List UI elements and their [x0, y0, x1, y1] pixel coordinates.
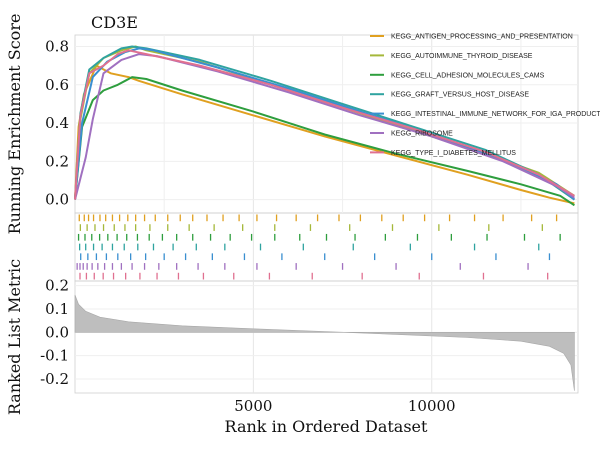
legend-label: KEGG_INTESTINAL_IMMUNE_NETWORK_FOR_IGA_P…: [391, 111, 600, 118]
enrichment-lines-layer: [74, 45, 576, 207]
enrichment-panel-frame: [74, 34, 579, 214]
hit-row: [77, 233, 561, 241]
hit-row: [79, 272, 549, 280]
legend-label: KEGG_RIBOSOME: [391, 131, 453, 138]
legend-label: KEGG_AUTOIMMUNE_THYROID_DISEASE: [391, 53, 533, 60]
enrichment-y-tick-label: 0.4: [45, 114, 69, 132]
chart-title: CD3E: [91, 13, 138, 32]
legend-label: KEGG_ANTIGEN_PROCESSING_AND_PRESENTATION: [391, 34, 573, 41]
hit-row: [76, 263, 529, 270]
legend-label: KEGG_TYPE_I_DIABETES_MELLITUS: [391, 150, 516, 157]
x-axis-label: Rank in Ordered Dataset: [225, 417, 428, 436]
x-tick-label: 10000: [408, 397, 456, 415]
hit-row: [78, 214, 558, 222]
hit-panel-frame: [74, 212, 579, 282]
hit-marks-layer: [76, 214, 561, 280]
enrichment-y-tick-label: 0.2: [45, 152, 69, 170]
ranked-y-tick-label: -0.1: [40, 347, 69, 365]
enrichment-line: [74, 76, 575, 207]
ranked-y-tick-label: 0.2: [45, 277, 69, 295]
enrichment-y-axis-label: Running Enrichment Score: [5, 14, 24, 235]
ranked-metric-area: [74, 294, 575, 391]
enrichment-line: [74, 45, 575, 201]
tick-labels-layer: 0.0 0.2 0.4 0.6 0.8 0.2 0.1 0.0 -0.1 -0.2 5000 1000…: [40, 37, 456, 415]
hit-row: [80, 253, 551, 261]
hit-row: [79, 224, 543, 231]
enrichment-y-tick-label: 0.8: [45, 37, 69, 55]
enrichment-y-tick-label: 0.0: [45, 191, 69, 209]
ranked-metric-layer: [74, 294, 575, 391]
enrichment-y-tick-label: 0.6: [45, 76, 69, 94]
ranked-y-axis-label: Ranked List Metric: [5, 259, 24, 415]
ranked-y-tick-label: 0.0: [45, 323, 69, 341]
ranked-y-tick-label: 0.1: [45, 300, 69, 318]
ranked-y-tick-label: -0.2: [40, 370, 69, 388]
x-tick-label: 5000: [234, 397, 272, 415]
legend-label: KEGG_GRAFT_VERSUS_HOST_DISEASE: [391, 92, 529, 99]
enrichment-line: [74, 49, 575, 200]
hit-row: [78, 243, 540, 251]
ranked-panel-frame: [74, 280, 579, 394]
enrichment-line: [74, 47, 576, 201]
legend: KEGG_ANTIGEN_PROCESSING_AND_PRESENTATION…: [370, 34, 600, 157]
legend-label: KEGG_CELL_ADHESION_MOLECULES_CAMS: [391, 72, 545, 79]
